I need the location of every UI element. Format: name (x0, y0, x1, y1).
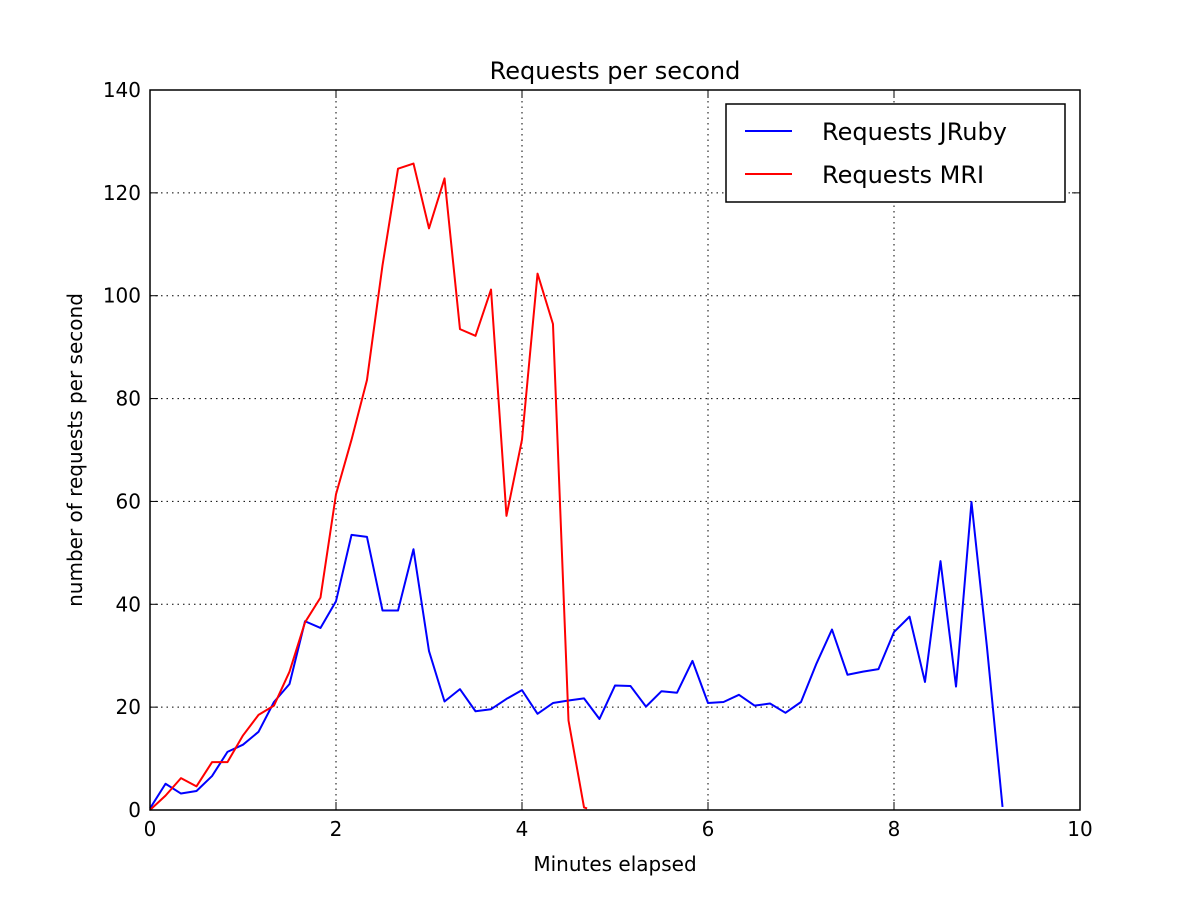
x-tick-label: 8 (888, 817, 901, 841)
y-axis-label: number of requests per second (63, 293, 87, 607)
x-tick-label: 0 (144, 817, 157, 841)
axis-ticks (149, 89, 1081, 811)
x-tick-label: 6 (702, 817, 715, 841)
legend: Requests JRuby Requests MRI (725, 103, 1066, 203)
legend-label-requests-jruby: Requests JRuby (822, 118, 1007, 146)
y-tick-label: 40 (116, 592, 141, 616)
legend-label-requests-mri: Requests MRI (822, 161, 984, 189)
plot-area-frame (149, 89, 1081, 811)
y-tick-label: 20 (116, 695, 141, 719)
y-tick-label: 60 (116, 489, 141, 513)
legend-box (725, 103, 1066, 203)
x-axis-label: Minutes elapsed (533, 852, 696, 876)
x-tick-label: 10 (1067, 817, 1092, 841)
series-lines (149, 162, 1004, 811)
plot-area-background (150, 90, 1080, 810)
y-tick-label: 100 (103, 284, 141, 308)
series-line-requests-mri (149, 162, 588, 811)
y-tick-label: 0 (128, 798, 141, 822)
series-line-requests-jruby (149, 500, 1004, 809)
y-tick-label: 120 (103, 181, 141, 205)
x-tick-label: 2 (330, 817, 343, 841)
y-tick-label: 80 (116, 387, 141, 411)
x-tick-label: 4 (516, 817, 529, 841)
chart-title: Requests per second (490, 57, 741, 85)
y-tick-label: 140 (103, 78, 141, 102)
